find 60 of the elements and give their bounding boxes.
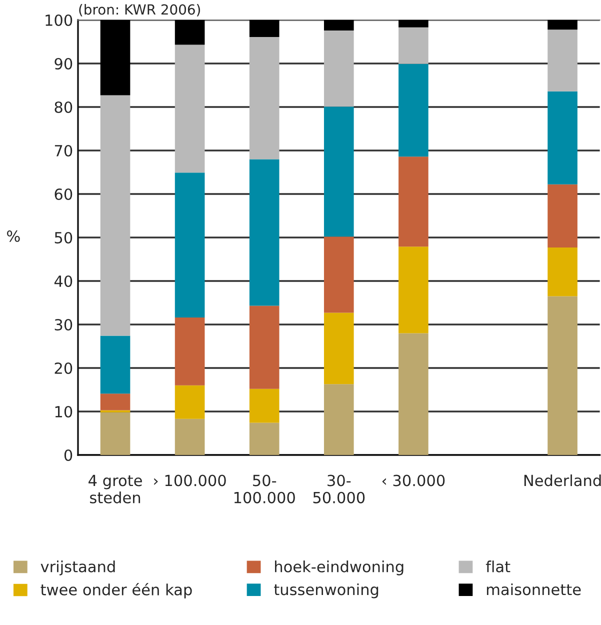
bar — [548, 30, 578, 92]
x-tick-label: 30- 50.000 — [313, 474, 365, 504]
bar — [174, 418, 205, 455]
bar — [174, 44, 205, 173]
text: (bron: KWR 2006) — [79, 4, 200, 16]
bar — [548, 184, 578, 248]
y-tick-label: 50 — [54, 232, 72, 244]
x-tick-label: 50- 100.000 — [234, 474, 295, 504]
y-tick-label: 70 — [54, 144, 72, 157]
x-tick-label: Nederland — [524, 474, 601, 486]
y-tick-label: 40 — [54, 275, 72, 288]
bar — [174, 318, 205, 386]
y-tick-label: 0 — [64, 449, 72, 462]
y-axis-title: % — [7, 230, 20, 242]
legend-label: vrijstaand — [40, 560, 115, 576]
bar — [249, 388, 280, 423]
bar — [548, 296, 578, 455]
y-tick-label: 90 — [54, 58, 72, 70]
bar — [100, 95, 130, 336]
bar — [324, 236, 354, 313]
bar — [249, 422, 280, 455]
legend-label: flat — [486, 560, 510, 572]
legend-label: hoek-eindwoning — [275, 560, 404, 576]
y-tick-label: 80 — [54, 101, 72, 114]
legend-label: twee onder één kap — [40, 582, 192, 598]
legend-label: tussenwoning — [274, 583, 378, 598]
bar — [398, 27, 428, 64]
x-tick-label: ‹ 30.000 — [382, 474, 445, 486]
bar — [398, 20, 428, 28]
y-tick-label: 10 — [55, 406, 72, 418]
bar — [548, 91, 578, 184]
bar — [398, 333, 428, 455]
bar — [548, 20, 578, 30]
y-tick-label: 20 — [54, 362, 72, 374]
bar — [174, 172, 205, 318]
y-tick-label: 60 — [54, 188, 72, 200]
bar — [249, 306, 280, 389]
bar — [398, 64, 428, 157]
bar — [249, 159, 280, 306]
bar — [100, 394, 130, 410]
bar — [324, 20, 354, 30]
bar — [174, 385, 205, 419]
y-tick-label: 100 — [46, 14, 72, 26]
bar — [249, 36, 280, 160]
legend-label: maisonnette — [486, 583, 581, 596]
bar — [548, 248, 578, 296]
bar — [324, 30, 354, 107]
bar — [324, 312, 354, 384]
x-tick-label: 4 grote steden — [88, 474, 142, 504]
bar — [249, 20, 280, 37]
bar — [100, 20, 130, 96]
bar — [398, 246, 428, 334]
bar — [398, 156, 428, 247]
y-tick-label: 30 — [54, 318, 72, 331]
bar — [324, 384, 354, 455]
x-tick-label: › 100.000 — [154, 474, 226, 486]
bar — [174, 20, 205, 45]
bar — [100, 336, 130, 394]
bar — [324, 106, 354, 237]
bar — [100, 412, 130, 455]
